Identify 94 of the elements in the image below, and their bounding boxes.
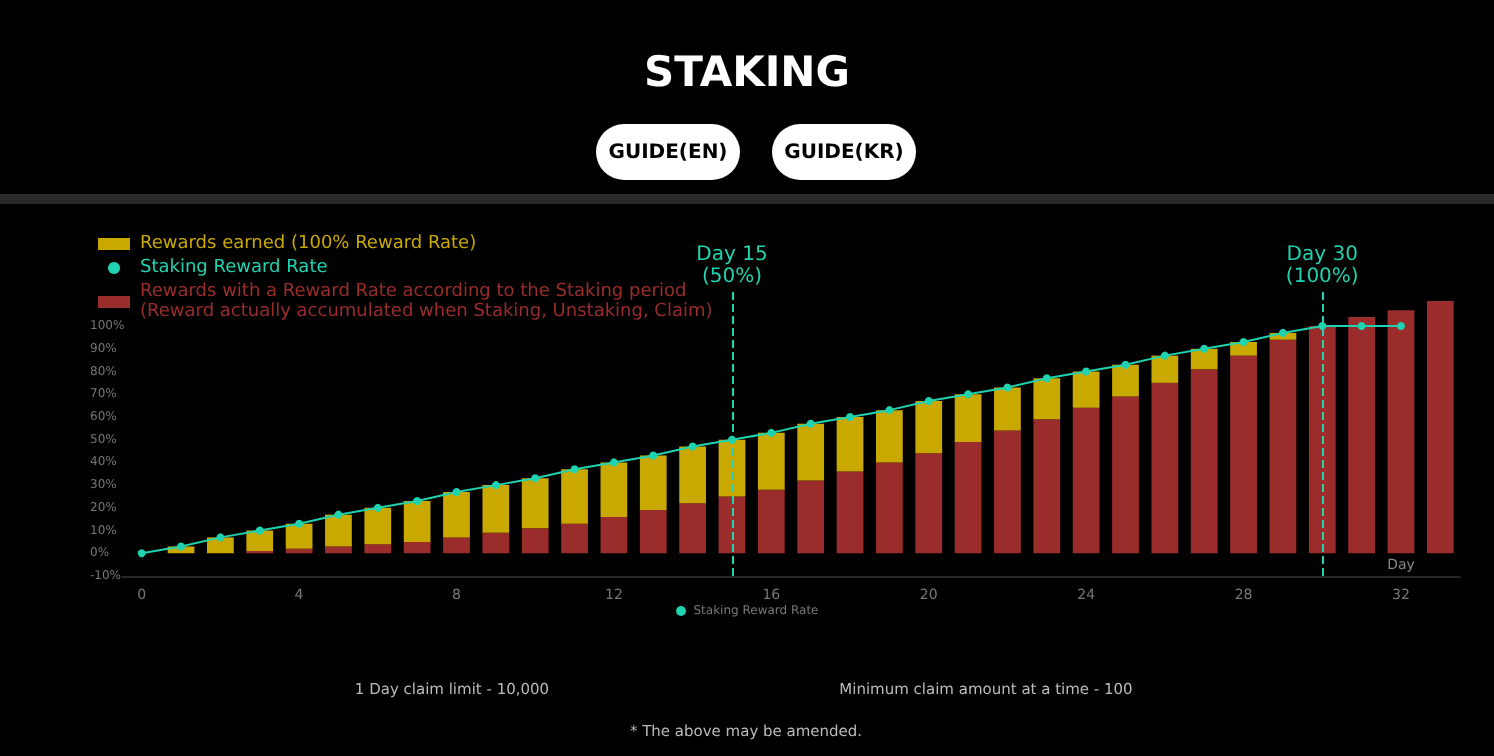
bar (954, 394, 982, 442)
chart-title: STAKING (642, 48, 852, 96)
bar (915, 401, 943, 454)
bar (994, 387, 1021, 431)
bar (1269, 339, 1297, 554)
bar (679, 503, 706, 554)
bar (246, 530, 274, 552)
guide-button: GUIDE(EN) (596, 124, 740, 180)
bar (876, 410, 903, 463)
ref-line-label: Day 15 (50%) (696, 244, 768, 288)
point (452, 487, 461, 496)
point (1357, 322, 1366, 331)
bar (285, 523, 313, 549)
point (491, 481, 500, 490)
bar (1230, 355, 1257, 554)
bar (1112, 396, 1139, 554)
bar (482, 532, 510, 554)
point (846, 412, 855, 421)
guide-button: GUIDE(KR) (772, 124, 916, 180)
point (177, 542, 186, 551)
point (885, 406, 894, 415)
bar (797, 423, 825, 481)
point (255, 526, 264, 535)
bar (561, 523, 588, 554)
point (531, 474, 540, 483)
bar (443, 491, 470, 538)
point (1200, 344, 1209, 353)
point (1239, 337, 1248, 346)
bar (679, 446, 706, 504)
bar (482, 485, 510, 533)
point (964, 390, 973, 399)
point (1396, 322, 1405, 331)
point (806, 419, 815, 428)
bar (639, 455, 667, 511)
bar (403, 541, 431, 554)
bar (1190, 348, 1218, 370)
bar (1151, 355, 1179, 383)
bar (836, 471, 864, 554)
point (137, 549, 146, 558)
point (413, 497, 422, 506)
bar (1308, 326, 1336, 554)
legend-label: Rewards earned (100% Reward Rate) (140, 234, 477, 254)
point (570, 465, 579, 474)
point (924, 397, 933, 406)
bar (876, 462, 903, 554)
point (609, 458, 618, 467)
point (1121, 360, 1130, 369)
bar (757, 432, 785, 490)
point (1278, 328, 1287, 337)
bar (994, 430, 1021, 554)
point (334, 510, 343, 519)
bar (915, 453, 943, 554)
bar (600, 462, 628, 517)
point (767, 428, 776, 437)
point (1318, 322, 1327, 331)
point (1160, 351, 1169, 360)
bar (1387, 310, 1415, 554)
bar (364, 544, 392, 554)
bar (718, 496, 746, 554)
bar (521, 528, 549, 554)
bar (325, 514, 352, 547)
legend-label: Rewards with a Reward Rate according to the Staking period (Reward actually accumulated when Staking, Unstaking, Claim) (140, 282, 713, 322)
bar (403, 501, 431, 542)
bar (1033, 378, 1061, 420)
point (649, 451, 658, 460)
bar (364, 507, 392, 545)
bar (1033, 419, 1061, 554)
bar (954, 441, 982, 554)
bar (1348, 316, 1375, 554)
bar (561, 469, 588, 524)
point (1082, 367, 1091, 376)
bar (797, 480, 825, 554)
bar (1151, 382, 1179, 554)
bar (639, 510, 667, 554)
bar (757, 489, 785, 554)
bar (443, 537, 470, 554)
point (688, 442, 697, 451)
ref-line-label: Day 30 (100%) (1285, 244, 1359, 288)
bar (1072, 407, 1100, 554)
legend-label: Staking Reward Rate (140, 258, 329, 278)
point (373, 503, 382, 512)
bar (1112, 364, 1139, 397)
bar (600, 516, 628, 554)
bar (836, 416, 864, 472)
bar (1426, 301, 1454, 554)
bar (1072, 371, 1100, 408)
point (1003, 383, 1012, 392)
point (295, 519, 304, 528)
bar (325, 546, 352, 554)
bar (1190, 369, 1218, 554)
point (727, 435, 736, 444)
bar (521, 478, 549, 529)
point (216, 533, 225, 542)
point (1042, 374, 1051, 383)
